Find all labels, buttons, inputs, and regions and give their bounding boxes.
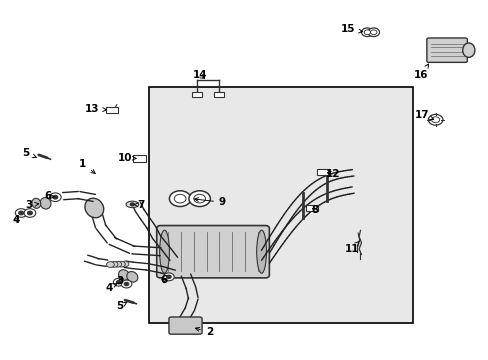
Ellipse shape — [40, 198, 51, 209]
Circle shape — [49, 193, 61, 202]
FancyBboxPatch shape — [191, 92, 201, 97]
Circle shape — [370, 30, 376, 35]
FancyBboxPatch shape — [316, 169, 328, 175]
Text: 11: 11 — [344, 241, 359, 254]
Circle shape — [188, 191, 210, 207]
Circle shape — [193, 194, 205, 203]
Circle shape — [364, 30, 370, 35]
Circle shape — [114, 261, 122, 267]
Ellipse shape — [159, 230, 169, 273]
Bar — [149, 87, 412, 323]
Ellipse shape — [32, 198, 41, 208]
FancyBboxPatch shape — [106, 107, 118, 113]
Circle shape — [117, 261, 125, 267]
Circle shape — [361, 28, 372, 37]
Text: 4: 4 — [105, 283, 117, 293]
Text: 12: 12 — [325, 168, 340, 179]
FancyBboxPatch shape — [168, 317, 202, 334]
Text: 14: 14 — [192, 70, 206, 80]
Circle shape — [163, 273, 174, 281]
FancyBboxPatch shape — [133, 155, 146, 162]
Circle shape — [116, 281, 121, 284]
Text: 5: 5 — [116, 301, 126, 311]
Ellipse shape — [126, 201, 139, 208]
Text: 3: 3 — [25, 200, 39, 210]
Circle shape — [24, 209, 36, 217]
Circle shape — [53, 195, 58, 199]
Text: 1: 1 — [79, 159, 95, 174]
FancyBboxPatch shape — [305, 205, 317, 211]
Circle shape — [19, 211, 23, 215]
Ellipse shape — [85, 198, 103, 218]
Circle shape — [113, 278, 124, 286]
Circle shape — [431, 117, 439, 123]
FancyBboxPatch shape — [426, 38, 467, 62]
Ellipse shape — [462, 43, 474, 57]
Circle shape — [367, 28, 379, 37]
Circle shape — [15, 209, 27, 217]
FancyBboxPatch shape — [214, 92, 224, 97]
Ellipse shape — [126, 271, 138, 282]
Circle shape — [121, 261, 129, 267]
Circle shape — [166, 275, 171, 278]
Circle shape — [27, 211, 32, 215]
Text: 6: 6 — [45, 191, 55, 201]
Circle shape — [169, 191, 190, 207]
Text: 4: 4 — [13, 215, 20, 225]
Text: 13: 13 — [85, 104, 106, 114]
Text: 3: 3 — [116, 276, 123, 286]
Circle shape — [174, 194, 185, 203]
Circle shape — [124, 282, 128, 285]
Ellipse shape — [118, 270, 129, 280]
Text: 2: 2 — [195, 327, 213, 337]
Text: 9: 9 — [194, 197, 225, 207]
Text: 17: 17 — [414, 110, 433, 120]
Text: 8: 8 — [311, 206, 318, 216]
Text: 10: 10 — [118, 153, 136, 163]
Circle shape — [110, 261, 118, 267]
Text: 6: 6 — [160, 275, 167, 285]
Text: 7: 7 — [134, 200, 144, 210]
Text: 15: 15 — [340, 24, 362, 35]
Circle shape — [106, 262, 114, 267]
Text: 16: 16 — [413, 64, 428, 80]
Ellipse shape — [256, 230, 266, 273]
FancyBboxPatch shape — [157, 226, 269, 278]
Circle shape — [427, 114, 442, 125]
Circle shape — [121, 280, 132, 288]
Circle shape — [130, 203, 134, 206]
Text: 5: 5 — [22, 148, 36, 158]
